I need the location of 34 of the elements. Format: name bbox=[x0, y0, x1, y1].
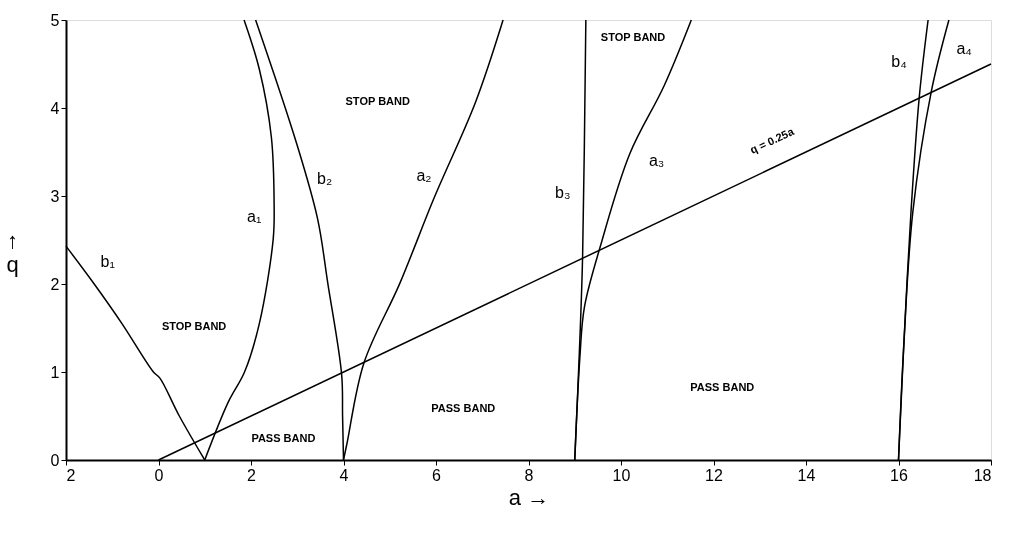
annotation: PASS BAND bbox=[251, 431, 316, 444]
y-tick-label: 4 bbox=[50, 99, 60, 117]
annotation: STOP BAND bbox=[345, 94, 410, 107]
annotation: b₂ bbox=[316, 170, 333, 188]
x-tick-label: 2 bbox=[66, 466, 76, 484]
annotation: PASS BAND bbox=[431, 401, 496, 414]
y-tick-label: 3 bbox=[50, 187, 60, 205]
annotation: b₁ bbox=[100, 253, 115, 270]
x-tick-label: 8 bbox=[524, 466, 534, 484]
x-tick-label: 4 bbox=[339, 466, 349, 484]
y-tick-label: 2 bbox=[50, 275, 60, 293]
x-tick-label: 14 bbox=[797, 466, 816, 484]
annotation: a₂ bbox=[416, 166, 432, 184]
y-tick-label: 1 bbox=[50, 363, 60, 381]
x-tick-label: 18 bbox=[973, 466, 992, 484]
annotation: a₁ bbox=[247, 208, 262, 226]
x-tick-label: 10 bbox=[612, 466, 631, 484]
annotation: b₄ bbox=[891, 53, 907, 71]
annotation: STOP BAND bbox=[600, 30, 666, 43]
x-tick-label: 12 bbox=[705, 466, 723, 484]
x-axis-title: a → bbox=[508, 484, 550, 510]
annotation: PASS BAND bbox=[690, 380, 755, 393]
y-axis-title: ↑ q bbox=[6, 227, 19, 277]
annotation: b₃ bbox=[555, 184, 571, 202]
annotation: a₄ bbox=[956, 40, 972, 58]
x-tick-label: 2 bbox=[247, 466, 257, 484]
annotation: q = 0.25a bbox=[748, 124, 797, 156]
annotation: a₃ bbox=[648, 151, 665, 169]
x-tick-label: 0 bbox=[154, 466, 164, 484]
annotation: STOP BAND bbox=[161, 320, 227, 333]
y-tick-label: 0 bbox=[50, 451, 60, 469]
y-tick-label: 5 bbox=[50, 11, 60, 29]
x-tick-label: 16 bbox=[890, 466, 908, 484]
x-tick-label: 6 bbox=[432, 466, 442, 484]
